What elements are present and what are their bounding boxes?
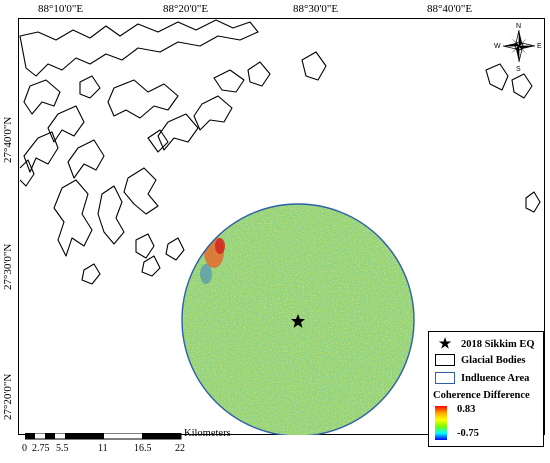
influence-area <box>181 203 415 435</box>
scale-bar <box>25 433 182 440</box>
legend-influence-row: Indluence Area <box>435 372 529 384</box>
compass-n: N <box>516 23 521 30</box>
glacial-bodies <box>19 19 541 285</box>
legend-coherence-title: Coherence Difference <box>433 390 530 401</box>
coherence-colorbar <box>435 406 447 440</box>
compass-s: S <box>516 66 521 73</box>
lon-label-1: 88°10'0"E <box>38 3 84 15</box>
lon-label-4: 88°40'0"E <box>427 3 473 15</box>
legend-influence-label: Indluence Area <box>461 372 530 384</box>
scale-tick-0: 0 <box>22 443 27 454</box>
scale-tick-2: 5.5 <box>56 443 69 454</box>
legend-max-value: 0.83 <box>457 404 476 415</box>
lat-label-3: 27°20'0"N <box>2 373 14 420</box>
lat-label-2: 27°30'0"N <box>2 243 14 290</box>
legend-glacial-row: Glacial Bodies <box>435 354 525 366</box>
star-icon: ★ <box>438 337 452 352</box>
scale-tick-1: 2.75 <box>32 443 50 454</box>
epicenter-star-icon <box>291 314 305 328</box>
compass-w: W <box>494 43 501 50</box>
legend-epicenter-row: ★ 2018 Sikkim EQ <box>435 336 535 353</box>
compass-rose-icon <box>502 29 536 63</box>
legend-glacial-label: Glacial Bodies <box>461 354 526 366</box>
scale-tick-3: 11 <box>98 443 108 454</box>
scale-tick-5: 22 <box>175 443 185 454</box>
map-legend: ★ 2018 Sikkim EQ Glacial Bodies Indluenc… <box>428 331 544 447</box>
influence-swatch <box>435 372 455 384</box>
legend-min-value: -0.75 <box>457 428 479 439</box>
legend-epicenter-label: 2018 Sikkim EQ <box>461 339 535 350</box>
glacial-swatch <box>435 354 455 366</box>
scale-unit: Kilometers <box>184 428 231 439</box>
lon-label-3: 88°30'0"E <box>293 3 339 15</box>
map-canvas: N S E W <box>19 19 542 435</box>
lon-label-2: 88°20'0"E <box>163 3 209 15</box>
compass-e: E <box>537 43 542 50</box>
scale-tick-4: 16.5 <box>134 443 152 454</box>
lat-label-1: 27°40'0"N <box>2 116 14 163</box>
